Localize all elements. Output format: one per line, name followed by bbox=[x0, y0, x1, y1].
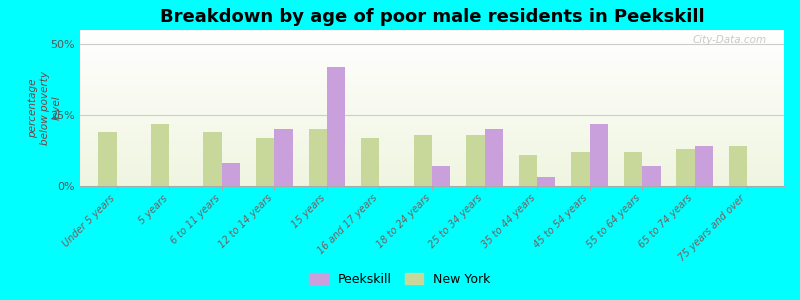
Bar bbox=[203, 132, 222, 186]
Bar bbox=[327, 67, 346, 186]
Bar bbox=[676, 149, 694, 186]
Bar bbox=[98, 132, 117, 186]
Bar bbox=[518, 155, 537, 186]
Bar bbox=[590, 124, 608, 186]
Bar bbox=[694, 146, 713, 186]
Text: City-Data.com: City-Data.com bbox=[692, 35, 766, 45]
Bar bbox=[642, 166, 661, 186]
Bar bbox=[361, 138, 379, 186]
Bar bbox=[624, 152, 642, 186]
Bar bbox=[432, 166, 450, 186]
Y-axis label: percentage
below poverty
level: percentage below poverty level bbox=[28, 71, 62, 145]
Bar bbox=[274, 129, 293, 186]
Bar bbox=[571, 152, 590, 186]
Title: Breakdown by age of poor male residents in Peekskill: Breakdown by age of poor male residents … bbox=[160, 8, 704, 26]
Bar bbox=[309, 129, 327, 186]
Bar bbox=[222, 163, 240, 186]
Bar bbox=[151, 124, 170, 186]
Bar bbox=[485, 129, 503, 186]
Bar bbox=[256, 138, 274, 186]
Bar bbox=[414, 135, 432, 186]
Bar bbox=[466, 135, 485, 186]
Bar bbox=[729, 146, 747, 186]
Bar bbox=[537, 178, 555, 186]
Legend: Peekskill, New York: Peekskill, New York bbox=[304, 268, 496, 291]
